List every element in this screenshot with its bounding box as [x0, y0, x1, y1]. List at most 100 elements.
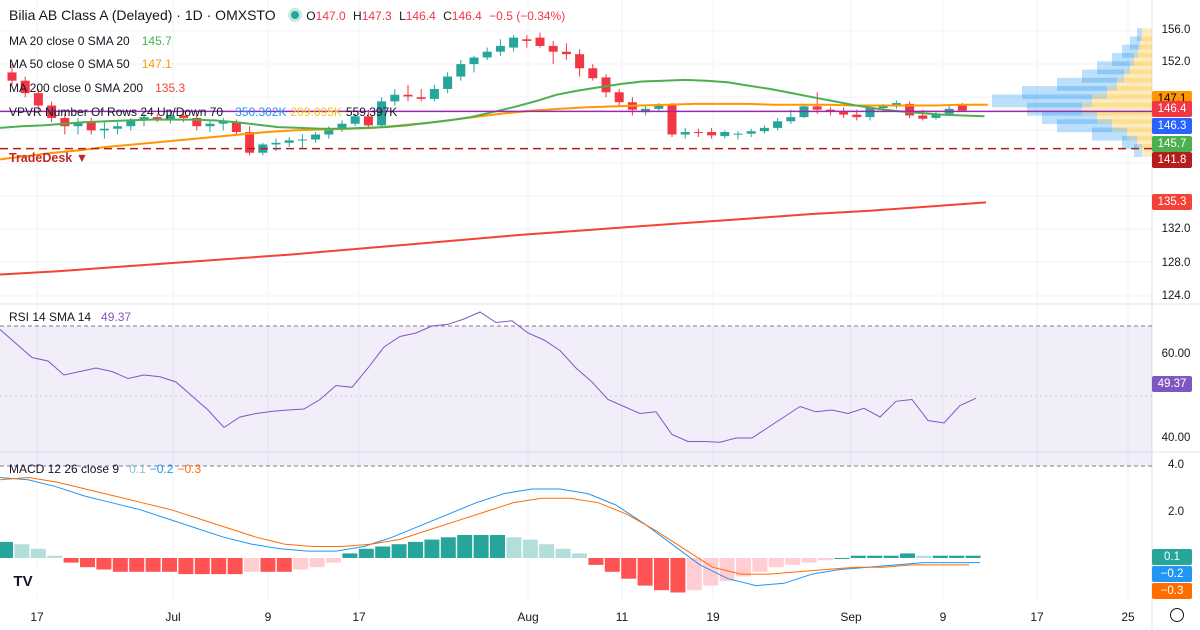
candle-body: [614, 92, 624, 103]
macd-histogram-bar: [850, 555, 866, 558]
x-axis-label: 11: [615, 610, 629, 624]
macd-histogram-bar: [555, 548, 571, 558]
ma20-line: [0, 78, 985, 130]
vpvr-bar-down: [1097, 110, 1152, 124]
ma50-legend[interactable]: MA 50 close 0 SMA 50 147.1: [9, 57, 176, 71]
vpvr-poc-tag: 146.3: [1152, 118, 1192, 134]
macd-histogram-bar: [145, 558, 161, 572]
price-axis-label: 152.0: [1161, 56, 1191, 68]
candle-body: [7, 72, 17, 81]
candle-body: [297, 139, 307, 141]
candle-body: [733, 133, 743, 135]
macd-histogram-bar: [0, 541, 13, 558]
macd-histogram-bar: [949, 555, 965, 558]
macd-histogram-bar: [309, 558, 325, 568]
candle-body: [192, 117, 202, 127]
macd-histogram-bar: [440, 537, 456, 558]
vpvr-bar-down: [1092, 94, 1152, 108]
candle-body: [403, 94, 413, 97]
candle-body: [99, 128, 109, 131]
macd-histogram-bar: [112, 558, 128, 572]
vpvr-bar-up: [1130, 36, 1140, 50]
candle-body: [377, 101, 387, 126]
open-value: 147.0: [315, 9, 346, 23]
candle-body: [693, 132, 703, 134]
rsi-value: 49.37: [101, 310, 132, 324]
macd-histogram-bar: [654, 558, 669, 591]
price-axis-label: 128.0: [1161, 257, 1191, 269]
tradedesk-text: TradeDesk: [9, 151, 73, 165]
tradedesk-label[interactable]: TradeDesk ▼: [9, 151, 89, 165]
macd-histogram-bar: [244, 558, 259, 572]
candle-body: [165, 115, 175, 121]
candle-body: [746, 131, 756, 134]
macd-histogram-bar: [686, 558, 702, 591]
macd-histogram-bar: [621, 558, 637, 579]
macd-histogram-bar: [506, 537, 522, 558]
tradingview-logo: TV: [8, 570, 38, 594]
macd-histogram-bar: [457, 535, 473, 558]
candle-body: [20, 80, 30, 94]
macd-histogram-bar: [260, 558, 276, 572]
vpvr-legend[interactable]: VPVR Number Of Rows 24 Up/Down 70 350.302…: [9, 105, 401, 119]
candle-body: [390, 94, 400, 102]
rsi-axis-label: 40.00: [1161, 432, 1191, 444]
ma50-value: 147.1: [141, 57, 172, 71]
macd-histogram-bar: [14, 544, 30, 558]
macd-hist-tag: 0.1: [1152, 549, 1192, 565]
x-axis-label: 25: [1121, 610, 1135, 624]
macd-histogram-bar: [80, 558, 95, 568]
vpvr-bar-up: [1134, 144, 1142, 158]
candle-body: [759, 127, 769, 132]
candle-body: [443, 76, 453, 89]
candle-body: [86, 122, 96, 131]
macd-histogram-bar: [473, 535, 489, 558]
macd-histogram-bar: [293, 558, 309, 570]
vpvr-bar-up: [1057, 119, 1112, 133]
last-price-tag: 146.4: [1152, 101, 1192, 117]
macd-histogram-bar: [522, 539, 538, 558]
candle-body: [126, 120, 136, 127]
candle-body: [535, 37, 545, 46]
rsi-legend[interactable]: RSI 14 SMA 14 49.37: [9, 310, 135, 324]
candle-body: [548, 45, 558, 52]
candle-body: [601, 77, 611, 93]
macd-signal-tag: −0.3: [1152, 583, 1192, 599]
macd-axis-label: 4.0: [1168, 459, 1184, 471]
price-axis-label: 156.0: [1161, 24, 1191, 36]
candle-body: [271, 142, 281, 145]
macd-signal-line: [0, 476, 969, 575]
ma20-label: MA 20 close 0 SMA 20: [9, 34, 130, 48]
candle-body: [456, 64, 466, 77]
macd-histogram-bar: [194, 558, 210, 575]
change-value: −0.5 (−0.34%): [489, 9, 566, 23]
candle-body: [825, 109, 835, 112]
candle-body: [33, 93, 43, 106]
symbol-title[interactable]: Bilia AB Class A (Delayed) · 1D · OMXSTO: [9, 7, 276, 23]
macd-histogram-bar: [326, 558, 341, 563]
x-axis-label: 9: [264, 610, 272, 624]
vpvr-bar-down: [1134, 52, 1152, 66]
candle-body: [231, 122, 241, 133]
candle-body: [429, 88, 439, 99]
x-axis-label: Sep: [840, 610, 862, 624]
candle-body: [773, 121, 783, 128]
ma20-legend[interactable]: MA 20 close 0 SMA 20 145.7: [9, 34, 176, 48]
ma200-legend[interactable]: MA 200 close 0 SMA 200 135.3: [9, 81, 189, 95]
rsi-label: RSI 14 SMA 14: [9, 310, 92, 324]
settings-gear-icon[interactable]: [1170, 608, 1184, 622]
macd-histogram-bar: [47, 555, 63, 558]
macd-histogram-bar: [30, 548, 46, 558]
rsi-value-tag: 49.37: [1152, 376, 1192, 392]
macd-legend[interactable]: MACD 12 26 close 9 0.1 −0.2 −0.3: [9, 462, 205, 476]
candle-body: [812, 106, 822, 110]
x-axis-label: 17: [30, 610, 44, 624]
macd-histogram-bar: [834, 558, 850, 559]
open-label: O: [306, 9, 316, 23]
macd-histogram-bar: [883, 555, 899, 558]
macd-histogram-bar: [211, 558, 227, 575]
x-axis-label: 19: [706, 610, 720, 624]
tradedesk-price-tag: 141.8: [1152, 152, 1192, 168]
candle-body: [786, 117, 796, 122]
